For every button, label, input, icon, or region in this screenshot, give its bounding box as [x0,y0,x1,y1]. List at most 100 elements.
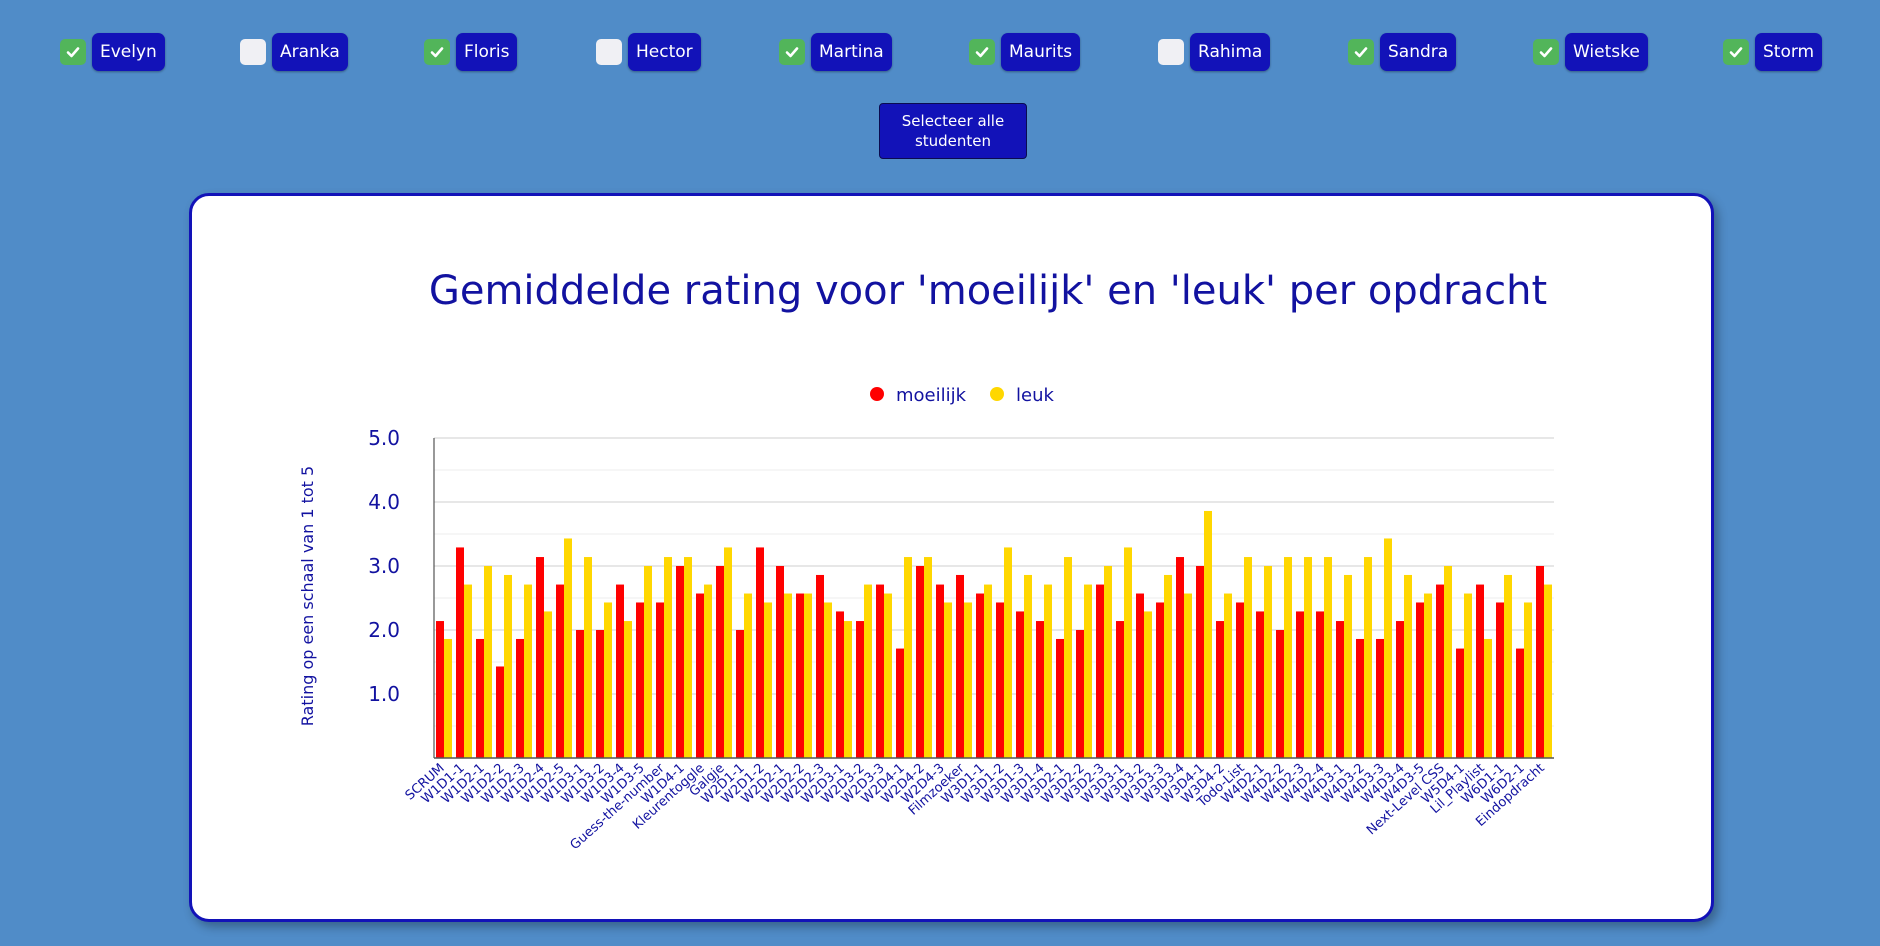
bar-moeilijk-41 [1236,602,1244,758]
bar-leuk-56 [1544,584,1552,758]
bar-moeilijk-31 [1036,621,1044,758]
student-name-label: Evelyn [92,33,165,71]
legend-label-leuk: leuk [1016,385,1054,406]
bar-leuk-29 [1004,547,1012,758]
y-tick-label: 1.0 [368,682,400,706]
student-toggle-hector[interactable]: Hector [596,33,701,71]
bar-moeilijk-6 [536,557,544,758]
chart-axes [433,438,1554,759]
bar-moeilijk-27 [956,574,964,758]
bar-leuk-43 [1284,557,1292,758]
y-axis-label: Rating op een schaal van 1 tot 5 [298,466,317,726]
student-checkbox[interactable] [969,39,995,65]
bar-moeilijk-49 [1396,621,1404,758]
bar-leuk-7 [564,538,572,758]
student-checkbox[interactable] [424,39,450,65]
student-name-label: Aranka [272,33,348,71]
bar-leuk-30 [1024,574,1032,758]
bar-moeilijk-42 [1256,611,1264,758]
bar-moeilijk-35 [1116,621,1124,758]
bar-leuk-3 [484,566,492,758]
bar-leuk-44 [1304,557,1312,758]
bar-leuk-54 [1504,574,1512,758]
bar-moeilijk-9 [596,630,604,758]
bar-moeilijk-18 [776,566,784,758]
bar-leuk-37 [1164,574,1172,758]
student-checkbox[interactable] [596,39,622,65]
student-toggle-aranka[interactable]: Aranka [240,33,348,71]
student-toggle-storm[interactable]: Storm [1723,33,1823,71]
student-filter-bar: Evelyn Aranka Floris Hector Martina Maurits Ra… [0,0,1880,100]
bar-moeilijk-1 [436,621,444,758]
bar-leuk-9 [604,602,612,758]
bar-moeilijk-12 [656,602,664,758]
bar-moeilijk-14 [696,593,704,758]
bar-leuk-13 [684,557,692,758]
student-toggle-evelyn[interactable]: Evelyn [60,33,165,71]
chart-title: Gemiddelde rating voor 'moeilijk' en 'le… [429,268,1547,314]
bar-leuk-24 [904,557,912,758]
student-name-label: Storm [1755,33,1823,71]
bar-leuk-53 [1484,638,1492,758]
bar-leuk-19 [804,593,812,758]
bar-moeilijk-21 [836,611,844,758]
bar-moeilijk-50 [1416,602,1424,758]
student-checkbox[interactable] [1533,39,1559,65]
student-checkbox[interactable] [60,39,86,65]
bar-leuk-23 [884,593,892,758]
bar-moeilijk-22 [856,621,864,758]
bar-moeilijk-56 [1536,566,1544,758]
checkmark-icon [1539,47,1553,58]
bar-moeilijk-28 [976,593,984,758]
legend-marker-moeilijk [870,387,884,401]
bar-leuk-1 [444,638,452,758]
select-all-students-button[interactable]: Selecteer alle studenten [879,103,1027,159]
x-axis-ticks: SCRUMW1D1-1W1D2-1W1D2-2W1D2-3W1D2-4W1D2-… [403,760,1548,853]
student-checkbox[interactable] [779,39,805,65]
student-toggle-sandra[interactable]: Sandra [1348,33,1457,71]
bar-leuk-35 [1124,547,1132,758]
student-toggle-rahima[interactable]: Rahima [1158,33,1271,71]
checkmark-icon [66,47,80,58]
bar-moeilijk-20 [816,574,824,758]
bar-moeilijk-23 [876,584,884,758]
student-checkbox[interactable] [240,39,266,65]
bar-moeilijk-8 [576,630,584,758]
chart-legend: moeilijk leuk [870,385,1054,406]
bar-leuk-18 [784,593,792,758]
student-toggle-maurits[interactable]: Maurits [969,33,1081,71]
bar-moeilijk-32 [1056,638,1064,758]
bar-moeilijk-54 [1496,602,1504,758]
bar-moeilijk-17 [756,547,764,758]
bar-leuk-32 [1064,557,1072,758]
bar-moeilijk-47 [1356,638,1364,758]
bar-moeilijk-46 [1336,621,1344,758]
bar-leuk-52 [1464,593,1472,758]
bar-leuk-38 [1184,593,1192,758]
bar-moeilijk-45 [1316,611,1324,758]
bar-leuk-14 [704,584,712,758]
bar-moeilijk-33 [1076,630,1084,758]
bar-moeilijk-3 [476,638,484,758]
student-toggle-martina[interactable]: Martina [779,33,892,71]
y-tick-label: 3.0 [368,554,400,578]
bar-moeilijk-36 [1136,593,1144,758]
bar-moeilijk-44 [1296,611,1304,758]
bar-leuk-2 [464,584,472,758]
student-checkbox[interactable] [1348,39,1374,65]
bar-moeilijk-29 [996,602,1004,758]
bar-leuk-4 [504,574,512,758]
student-name-label: Hector [628,33,701,71]
bar-leuk-51 [1444,566,1452,758]
student-checkbox[interactable] [1723,39,1749,65]
student-toggle-floris[interactable]: Floris [424,33,518,71]
bar-leuk-34 [1104,566,1112,758]
student-name-label: Wietske [1565,33,1648,71]
bar-moeilijk-55 [1516,648,1524,758]
student-checkbox[interactable] [1158,39,1184,65]
bar-moeilijk-19 [796,593,804,758]
bar-moeilijk-5 [516,638,524,758]
student-toggle-wietske[interactable]: Wietske [1533,33,1648,71]
checkmark-icon [785,47,799,58]
bar-leuk-10 [624,621,632,758]
